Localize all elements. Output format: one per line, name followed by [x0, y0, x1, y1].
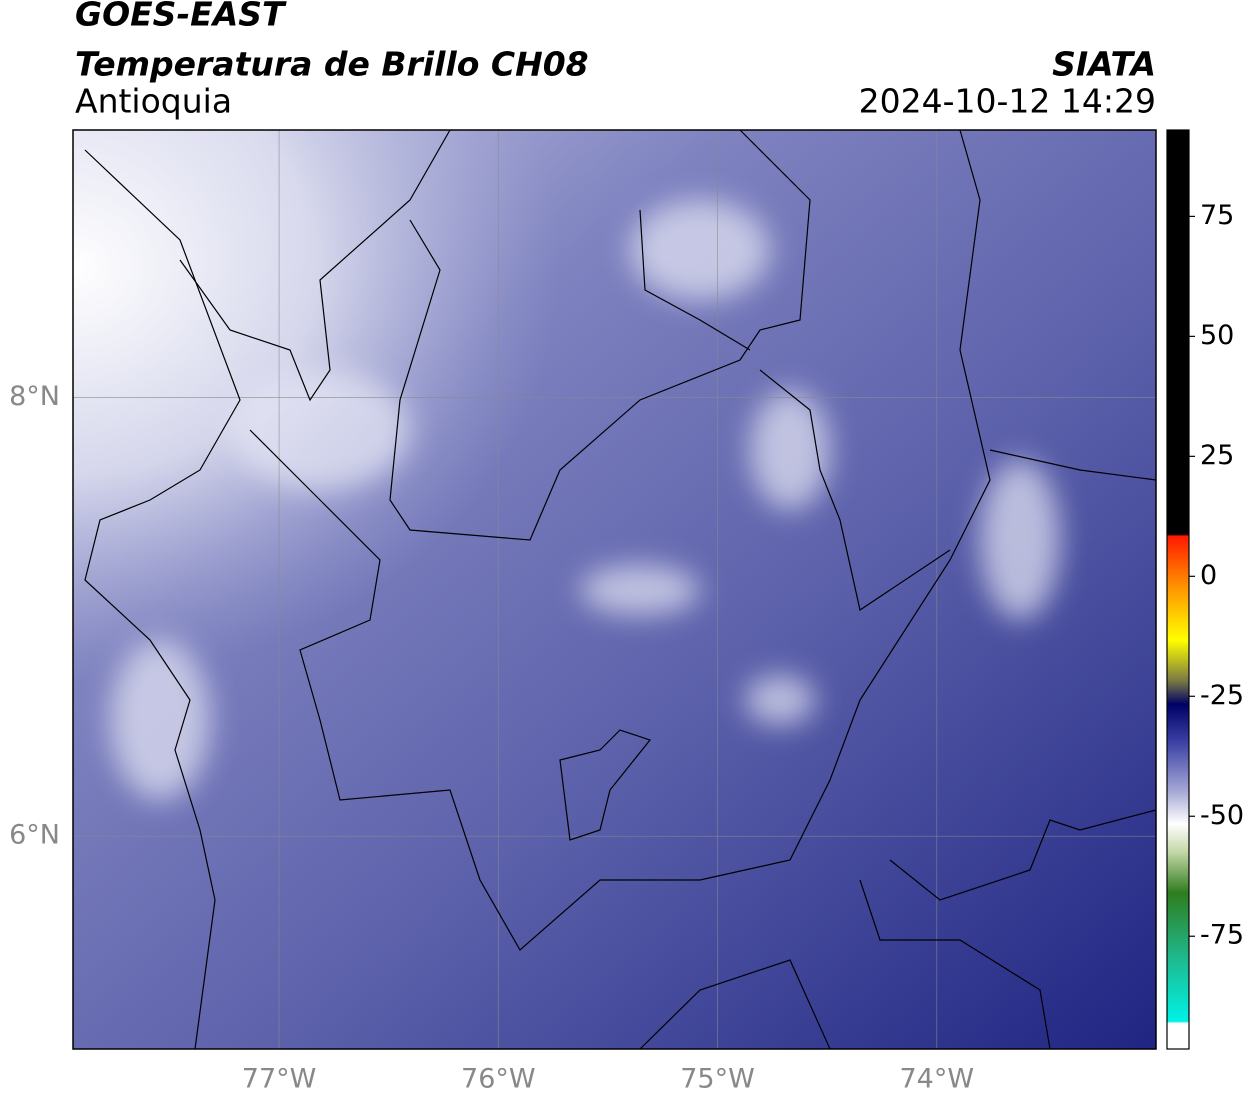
colorbar-tick-label: -50 — [1200, 800, 1244, 831]
title: GOES-EAST — [75, 0, 287, 34]
x-tick-label: 77°W — [242, 1064, 317, 1095]
x-tick-label: 76°W — [461, 1064, 536, 1095]
satellite-image — [73, 130, 1156, 1049]
datetime: 2024-10-12 14:29 — [859, 82, 1156, 121]
region: Antioquia — [75, 82, 232, 121]
subtitle: Temperatura de Brillo CH08 — [75, 45, 589, 84]
colorbar-tick-label: 50 — [1200, 320, 1234, 351]
colorbar — [1166, 129, 1190, 1050]
y-tick-label: 6°N — [9, 820, 60, 851]
colorbar-tick-label: -25 — [1200, 680, 1244, 711]
colorbar-tick-label: 0 — [1200, 560, 1217, 591]
colorbar-tick-label: 25 — [1200, 440, 1234, 471]
colorbar-tick-label: 75 — [1200, 200, 1234, 231]
map-frame — [72, 129, 1157, 1050]
colorbar-tick-label: -75 — [1200, 920, 1244, 951]
source: SIATA — [1052, 45, 1156, 84]
x-tick-label: 75°W — [680, 1064, 755, 1095]
y-tick-label: 8°N — [9, 381, 60, 412]
x-tick-label: 74°W — [899, 1064, 974, 1095]
